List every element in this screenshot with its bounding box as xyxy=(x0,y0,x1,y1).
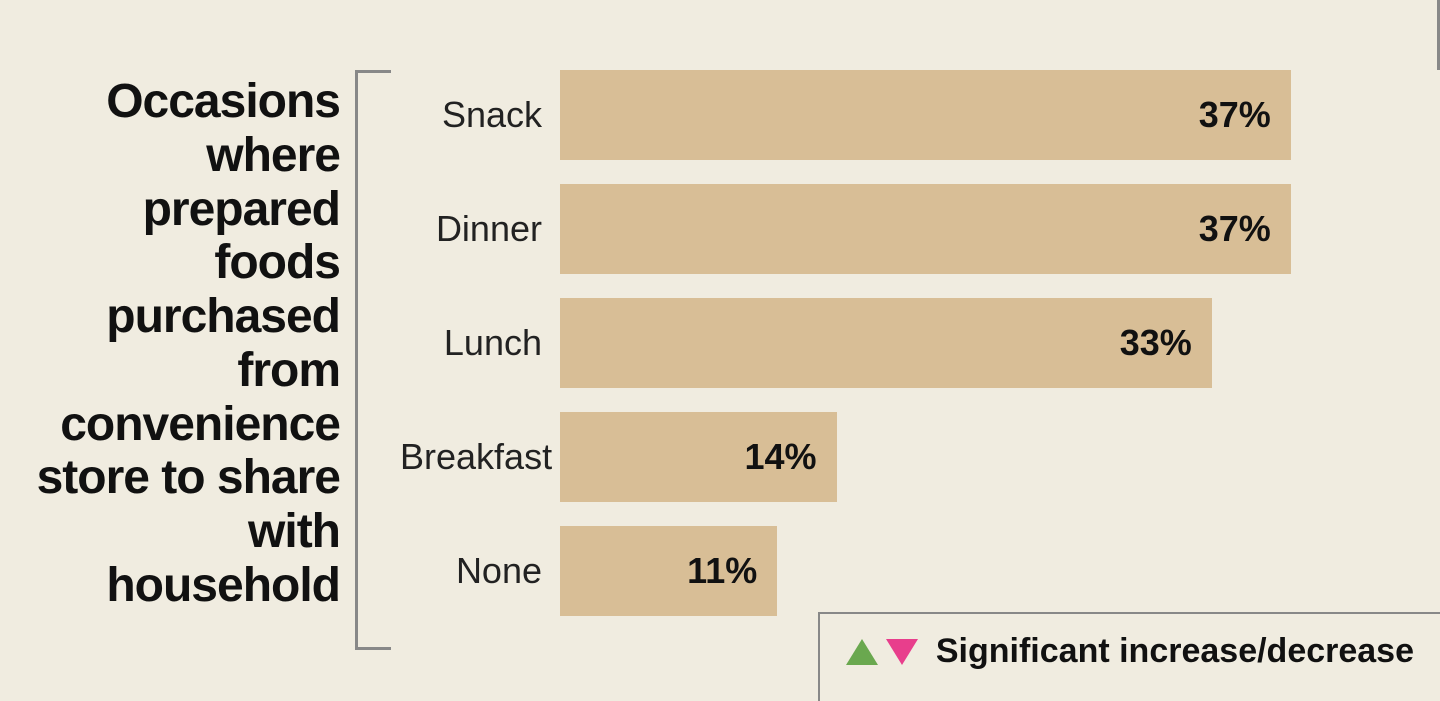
bar-track: 11% xyxy=(560,526,1350,616)
legend-text: Significant increase/decrease xyxy=(936,632,1414,671)
bar: 37% xyxy=(560,184,1291,274)
bar-chart: Snack 37% Dinner 37% Lunch 33% Breakfast 14% Non… xyxy=(400,70,1410,640)
bar-track: 37% xyxy=(560,70,1350,160)
bar: 37% xyxy=(560,70,1291,160)
bar-value: 37% xyxy=(1199,208,1271,250)
category-label: Dinner xyxy=(400,208,560,250)
chart-page: Occasions where prepared foods purchased… xyxy=(0,0,1440,701)
legend-box: Significant increase/decrease xyxy=(818,612,1440,701)
bar-track: 14% xyxy=(560,412,1350,502)
chart-title: Occasions where prepared foods purchased… xyxy=(30,75,340,613)
decrease-icon xyxy=(886,639,918,665)
bar-value: 33% xyxy=(1120,322,1192,364)
chart-row: Snack 37% xyxy=(400,70,1410,160)
chart-row: None 11% xyxy=(400,526,1410,616)
title-bracket xyxy=(355,70,391,650)
chart-row: Breakfast 14% xyxy=(400,412,1410,502)
category-label: Snack xyxy=(400,94,560,136)
bar: 33% xyxy=(560,298,1212,388)
bar-track: 33% xyxy=(560,298,1350,388)
bar: 11% xyxy=(560,526,777,616)
bar-value: 14% xyxy=(744,436,816,478)
bar: 14% xyxy=(560,412,837,502)
bar-track: 37% xyxy=(560,184,1350,274)
category-label: Lunch xyxy=(400,322,560,364)
bar-value: 37% xyxy=(1199,94,1271,136)
chart-row: Dinner 37% xyxy=(400,184,1410,274)
bar-value: 11% xyxy=(687,550,757,592)
increase-icon xyxy=(846,639,878,665)
category-label: Breakfast xyxy=(400,436,560,478)
category-label: None xyxy=(400,550,560,592)
chart-row: Lunch 33% xyxy=(400,298,1410,388)
